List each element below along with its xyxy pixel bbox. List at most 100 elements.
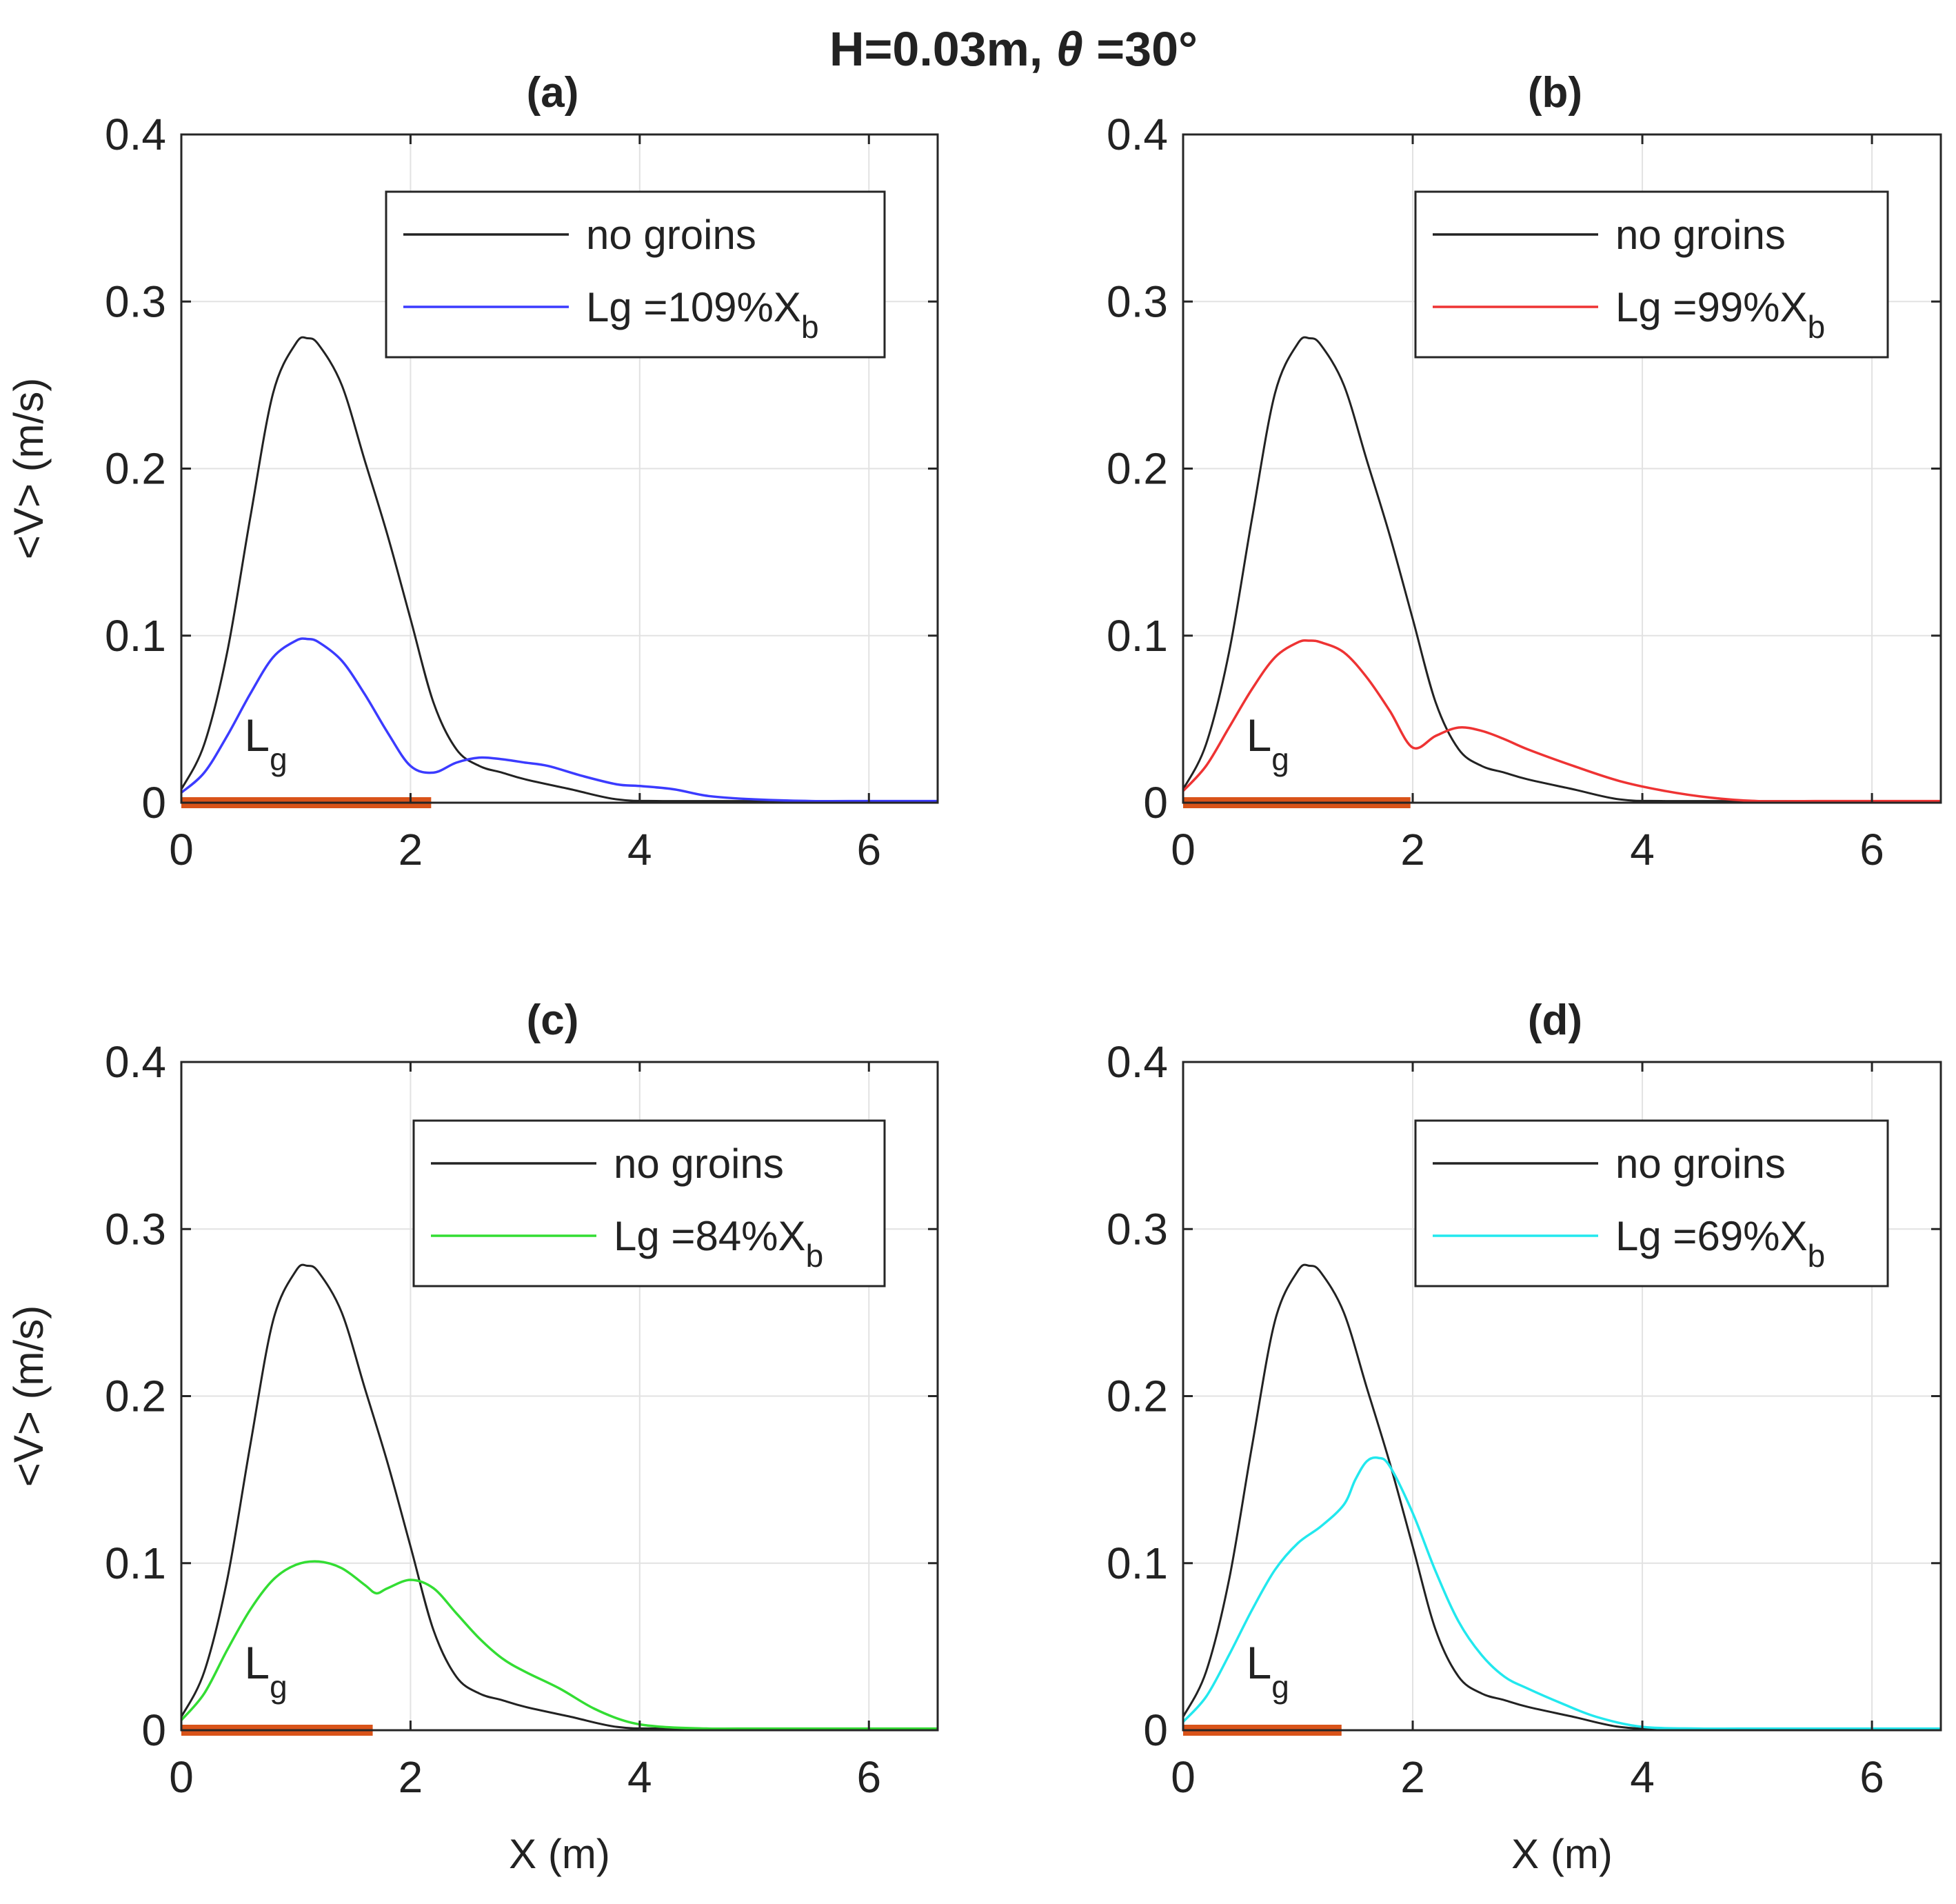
panel-2: Lg 0 2 4 6 0 0.1 0.2 0.3 0.4 (c) <V> (m/s) X (m) no g… — [6, 996, 939, 1877]
legend-label-sub: b — [1808, 309, 1826, 345]
legend-label-main: Lg =84%X — [614, 1213, 806, 1259]
groin-label-sub: g — [1271, 741, 1289, 777]
figure-title: H=0.03m, θ =30° — [829, 22, 1198, 76]
legend-label: no groins — [586, 212, 756, 258]
legend-label-main: no groins — [614, 1141, 784, 1187]
groin-label-main: L — [1247, 710, 1272, 761]
x-tick-label: 0 — [169, 1752, 194, 1802]
y-tick-label: 0.1 — [105, 611, 166, 661]
x-tick-label: 6 — [1859, 825, 1884, 874]
x-tick-label: 2 — [399, 1752, 423, 1802]
groin-label-sub: g — [1271, 1669, 1289, 1705]
panel-0: Lg 0 2 4 6 0 0.1 0.2 0.3 0.4 (a) <V> (m/s) no groins… — [6, 69, 939, 874]
legend-label: Lg =99%Xb — [1615, 284, 1825, 345]
x-tick-label: 6 — [856, 1752, 881, 1802]
panels: Lg 0 2 4 6 0 0.1 0.2 0.3 0.4 (a) <V> (m/s) no groins… — [6, 69, 1942, 1877]
legend-label-sub: b — [1808, 1238, 1826, 1274]
groin-label-main: L — [244, 710, 270, 761]
legend-label-sub: b — [801, 309, 819, 345]
x-tick-label: 0 — [1171, 1752, 1196, 1802]
y-tick-label: 0 — [1143, 778, 1168, 828]
series-line-baseline — [180, 336, 938, 803]
panel-1: Lg 0 2 4 6 0 0.1 0.2 0.3 0.4 (b) no groins Lg =99%Xb — [1107, 69, 1942, 874]
y-tick-label: 0 — [141, 778, 166, 828]
y-tick-label: 0.4 — [1107, 110, 1168, 159]
x-tick-label: 2 — [399, 825, 423, 874]
legend-label-main: Lg =99%X — [1615, 284, 1808, 330]
x-tick-label: 6 — [1859, 1752, 1884, 1802]
legend-label: no groins — [614, 1141, 784, 1187]
legend-label: Lg =69%Xb — [1615, 1213, 1825, 1274]
x-axis-label: X (m) — [509, 1831, 610, 1877]
y-tick-label: 0.4 — [1107, 1037, 1168, 1087]
groin-label-sub: g — [270, 741, 288, 777]
y-tick-label: 0.2 — [105, 444, 166, 494]
legend: no groins Lg =84%Xb — [412, 1119, 886, 1287]
y-tick-label: 0.1 — [1107, 1539, 1168, 1588]
y-tick-label: 0.1 — [1107, 611, 1168, 661]
y-axis-label: <V> (m/s) — [6, 1305, 52, 1487]
legend-box — [412, 1119, 886, 1287]
figure-title-theta: θ — [1056, 22, 1083, 76]
figure-title-prefix: H=0.03m, — [829, 22, 1056, 76]
x-tick-label: 2 — [1400, 1752, 1425, 1802]
x-tick-label: 0 — [1171, 825, 1196, 874]
y-tick-label: 0.2 — [105, 1372, 166, 1421]
panel-3: Lg 0 2 4 6 0 0.1 0.2 0.3 0.4 (d) X (m) no groins Lg =… — [1107, 996, 1942, 1877]
y-tick-label: 0.3 — [1107, 277, 1168, 326]
y-axis-label: <V> (m/s) — [6, 378, 52, 559]
legend-label-sub: b — [806, 1238, 824, 1274]
x-tick-label: 4 — [1630, 1752, 1655, 1802]
panel-title: (b) — [1528, 69, 1582, 117]
legend-label: no groins — [1615, 212, 1786, 258]
y-tick-label: 0.4 — [105, 110, 166, 159]
y-tick-label: 0.2 — [1107, 444, 1168, 494]
legend-label-main: no groins — [586, 212, 756, 258]
legend-label: Lg =84%Xb — [614, 1213, 823, 1274]
panel-title: (c) — [527, 996, 579, 1044]
x-axis-label: X (m) — [1511, 1831, 1613, 1877]
legend: no groins Lg =69%Xb — [1414, 1119, 1889, 1287]
legend-label: no groins — [1615, 1141, 1786, 1187]
x-tick-label: 2 — [1400, 825, 1425, 874]
legend: no groins Lg =99%Xb — [1414, 190, 1889, 359]
series-line-groins — [180, 637, 938, 803]
series-line-groins — [1182, 639, 1941, 803]
y-tick-label: 0.3 — [105, 1204, 166, 1254]
groin-length-label: Lg — [1247, 710, 1289, 777]
x-tick-label: 0 — [169, 825, 194, 874]
groin-label-main: L — [244, 1637, 270, 1688]
figure-title-suffix: =30° — [1083, 22, 1198, 76]
legend-label-main: no groins — [1615, 212, 1786, 258]
panel-title: (d) — [1528, 996, 1582, 1044]
legend-box — [1414, 190, 1889, 359]
legend-label-main: Lg =109%X — [586, 284, 801, 330]
y-tick-label: 0 — [1143, 1705, 1168, 1755]
groin-length-label: Lg — [244, 1637, 287, 1705]
legend-box — [1414, 1119, 1889, 1287]
groin-length-label: Lg — [244, 710, 287, 777]
x-tick-label: 6 — [856, 825, 881, 874]
series-line-baseline — [1182, 336, 1941, 803]
panel-title: (a) — [527, 69, 579, 117]
groin-label-main: L — [1247, 1637, 1272, 1688]
series-line-baseline — [180, 1263, 938, 1730]
x-tick-label: 4 — [627, 825, 652, 874]
y-tick-label: 0.2 — [1107, 1372, 1168, 1421]
y-tick-label: 0.3 — [105, 277, 166, 326]
y-tick-label: 0 — [141, 1705, 166, 1755]
groin-length-label: Lg — [1247, 1637, 1289, 1705]
y-tick-label: 0.1 — [105, 1539, 166, 1588]
groin-label-sub: g — [270, 1669, 288, 1705]
legend: no groins Lg =109%Xb — [385, 190, 886, 359]
legend-box — [385, 190, 886, 359]
legend-label-main: Lg =69%X — [1615, 1213, 1808, 1259]
x-tick-label: 4 — [627, 1752, 652, 1802]
legend-label-main: no groins — [1615, 1141, 1786, 1187]
series-line-groins — [1182, 1456, 1941, 1730]
y-tick-label: 0.3 — [1107, 1204, 1168, 1254]
series-line-groins — [180, 1560, 938, 1730]
y-tick-label: 0.4 — [105, 1037, 166, 1087]
legend-label: Lg =109%Xb — [586, 284, 819, 345]
